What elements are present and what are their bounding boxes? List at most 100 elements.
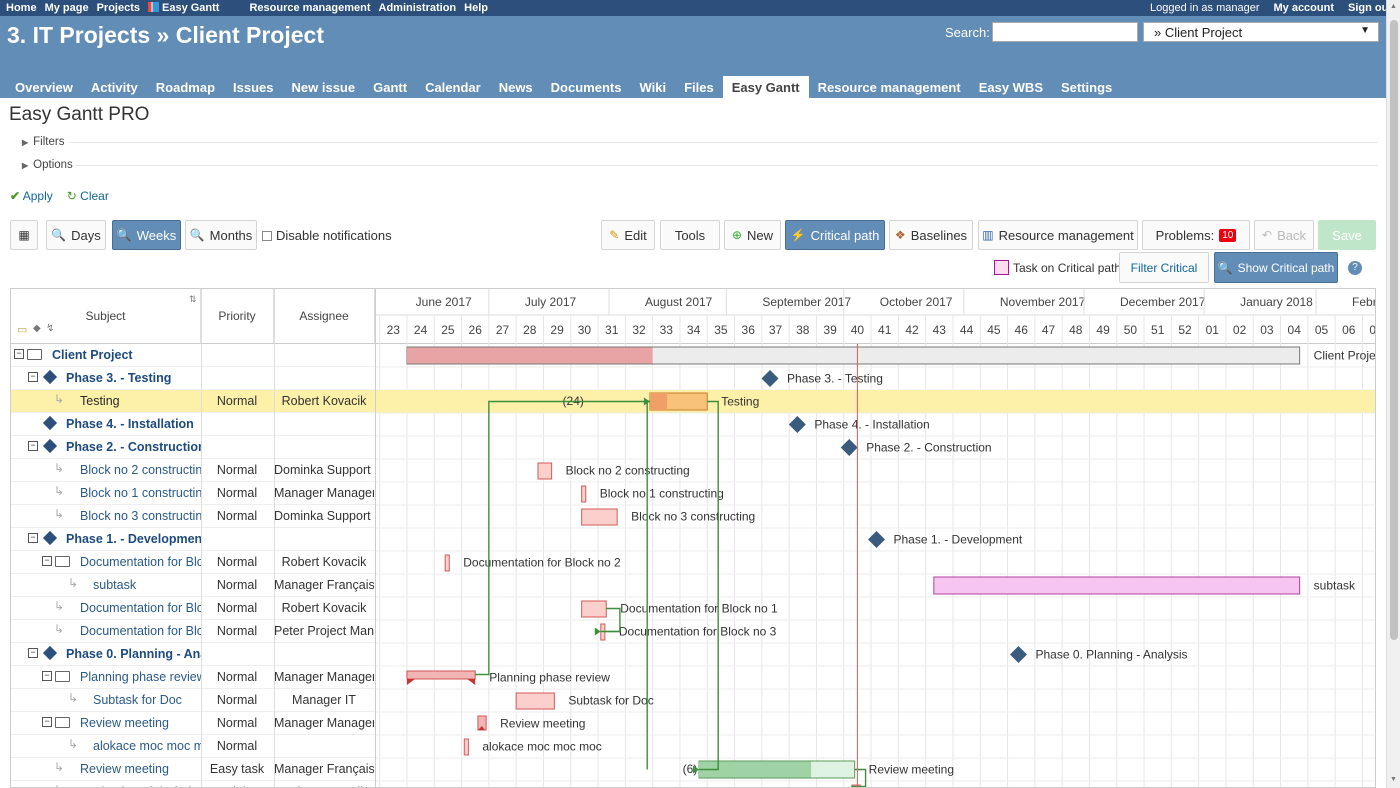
table-row[interactable]: − Planning phase review Normal Manager Mana… (11, 666, 375, 689)
task-subject-link[interactable]: Documentation for Bloc (80, 555, 201, 569)
collapse-icon[interactable]: ↯ (46, 323, 55, 334)
my-account-link[interactable]: My account (1273, 2, 1334, 14)
help-icon[interactable]: ? (1348, 261, 1362, 275)
clear-button[interactable]: ↻ Clear (67, 189, 109, 203)
task-subject-link[interactable]: Testing (80, 394, 120, 408)
table-row[interactable]: ↳ subtask Normal Manager Française (11, 574, 375, 597)
task-subject-link[interactable]: Phase 1. - Development (66, 532, 201, 546)
collapse-toggle-icon[interactable]: − (28, 648, 38, 658)
collapse-toggle-icon[interactable]: − (28, 533, 38, 543)
menu-projects[interactable]: Projects (96, 2, 140, 14)
sign-out-link[interactable]: Sign out (1348, 2, 1392, 14)
priority-column-header[interactable]: Priority (201, 289, 274, 343)
table-row[interactable]: − Documentation for Bloc Normal Robert Kova… (11, 551, 375, 574)
tab-easy-wbs[interactable]: Easy WBS (978, 80, 1043, 95)
task-bar[interactable] (444, 554, 450, 572)
table-row[interactable]: ↳ Review meeting Easy task Manager Français… (11, 758, 375, 781)
search-input[interactable] (992, 22, 1138, 42)
tab-settings[interactable]: Settings (1061, 80, 1113, 95)
collapse-toggle-icon[interactable]: − (28, 372, 38, 382)
page-scrollbar[interactable]: ▲ ▼ (1386, 0, 1400, 788)
resource-management-button[interactable]: ▥ Resource management (978, 220, 1138, 250)
menu-my-page[interactable]: My page (44, 2, 89, 14)
back-button[interactable]: ↶ Back (1254, 220, 1314, 250)
collapse-toggle-icon[interactable]: − (42, 671, 52, 681)
assignee-column-header[interactable]: Assignee (274, 289, 375, 343)
table-row[interactable]: ↳ Subtask for Doc Normal Manager IT (11, 689, 375, 712)
tab-news[interactable]: News (498, 80, 533, 95)
menu-administration[interactable]: Administration (378, 2, 457, 14)
collapse-toggle-icon[interactable]: − (42, 556, 52, 566)
zoom-days-button[interactable]: 🔍 Days (46, 220, 106, 250)
problems-button[interactable]: Problems: 10 (1142, 220, 1250, 250)
task-bar[interactable] (581, 600, 607, 618)
collapse-toggle-icon[interactable]: − (28, 441, 38, 451)
task-subject-link[interactable]: alokace moc moc moc (93, 739, 201, 753)
tab-resource-management[interactable]: Resource management (817, 80, 961, 95)
milestone-marker[interactable] (788, 416, 806, 433)
milestone-filter-icon[interactable]: ◆ (33, 323, 41, 334)
tab-easy-gantt[interactable]: Easy Gantt (722, 76, 809, 98)
task-bar[interactable] (581, 508, 618, 526)
folder-icon[interactable]: ▭ (17, 324, 28, 336)
table-row[interactable]: − Phase 0. Planning - Analysis (11, 643, 375, 666)
scroll-down-icon[interactable]: ▼ (1390, 776, 1397, 783)
milestone-marker[interactable] (840, 439, 858, 456)
options-toggle[interactable]: ▶ Options (22, 159, 73, 171)
task-subject-link[interactable]: Planning phase review (80, 670, 201, 684)
task-subject-link[interactable]: Phase 0. Planning - Analysis (66, 647, 201, 661)
task-subject-link[interactable]: Client Project (52, 348, 133, 362)
menu-home[interactable]: Home (6, 2, 37, 14)
task-subject-link[interactable]: Phase 2. - Construction (66, 440, 201, 454)
tab-roadmap[interactable]: Roadmap (155, 80, 216, 95)
table-row[interactable]: ↳ Block no 2 constructing Normal Dominka Su… (11, 459, 375, 482)
task-subject-link[interactable]: Review meeting (80, 716, 169, 730)
table-row[interactable]: − Phase 1. - Development (11, 528, 375, 551)
tab-overview[interactable]: Overview (15, 80, 73, 95)
tab-issues[interactable]: Issues (233, 80, 274, 95)
milestone-marker[interactable] (761, 370, 779, 387)
sort-icon[interactable]: ⇅ (189, 294, 197, 304)
task-subject-link[interactable]: Review meeting (80, 762, 169, 776)
tab-calendar[interactable]: Calendar (425, 80, 481, 95)
tools-button[interactable]: Tools (660, 220, 720, 250)
table-row[interactable]: ↳ alokace moc moc moc Normal (11, 735, 375, 758)
scroll-up-icon[interactable]: ▲ (1390, 3, 1397, 10)
milestone-marker[interactable] (868, 531, 885, 548)
zoom-months-button[interactable]: 🔍 Months (185, 220, 257, 250)
table-row[interactable]: − Phase 2. - Construction (11, 436, 375, 459)
table-row[interactable]: − Review meeting Normal Manager Manager (11, 712, 375, 735)
show-critical-path-button[interactable]: 🔍 Show Critical path (1214, 252, 1338, 283)
parent-task-bar[interactable] (406, 670, 476, 680)
task-subject-link[interactable]: Block no 3 constructing (80, 509, 201, 523)
collapse-toggle-icon[interactable]: − (14, 349, 24, 359)
table-row[interactable]: ↳ Evaluation of draft docHighRobert Kovac… (11, 781, 375, 787)
task-subject-link[interactable]: Phase 3. - Testing (66, 371, 172, 385)
task-subject-link[interactable]: Block no 1 constructing (80, 486, 201, 500)
task-subject-link[interactable]: Block no 2 constructing (80, 463, 201, 477)
disable-notifications-checkbox[interactable]: Disable notifications (262, 228, 392, 243)
critical-path-button[interactable]: ⚡ Critical path (785, 220, 885, 250)
table-row[interactable]: ↳ Testing Normal Robert Kovacik (11, 390, 375, 413)
tab-gantt[interactable]: Gantt (373, 80, 408, 95)
calendar-button[interactable]: ▦ (10, 220, 38, 250)
table-row[interactable]: Phase 4. - Installation (11, 413, 375, 436)
task-subject-link[interactable]: Subtask for Doc (93, 693, 182, 707)
task-subject-link[interactable]: Phase 4. - Installation (66, 417, 194, 431)
new-button[interactable]: ⊕ New (724, 220, 781, 250)
menu-resource-management[interactable]: Resource management (249, 2, 371, 14)
baselines-button[interactable]: ❖ Baselines (889, 220, 973, 250)
edit-button[interactable]: ✎ Edit (601, 220, 655, 250)
task-subject-link[interactable]: Documentation for Bloc (80, 601, 201, 615)
task-bar[interactable] (537, 462, 553, 480)
task-bar[interactable] (463, 738, 469, 756)
tab-files[interactable]: Files (684, 80, 714, 95)
table-row[interactable]: ↳ Documentation for Bloc Normal Peter Proje… (11, 620, 375, 643)
table-row[interactable]: ↳ Block no 1 constructing Normal Manager Ma… (11, 482, 375, 505)
apply-button[interactable]: ✔ Apply (10, 189, 53, 203)
critical-subtask-bar[interactable] (933, 576, 1301, 595)
tab-activity[interactable]: Activity (90, 80, 138, 95)
tab-documents[interactable]: Documents (550, 80, 622, 95)
task-bar[interactable] (515, 692, 555, 710)
save-button[interactable]: Save (1318, 220, 1376, 250)
